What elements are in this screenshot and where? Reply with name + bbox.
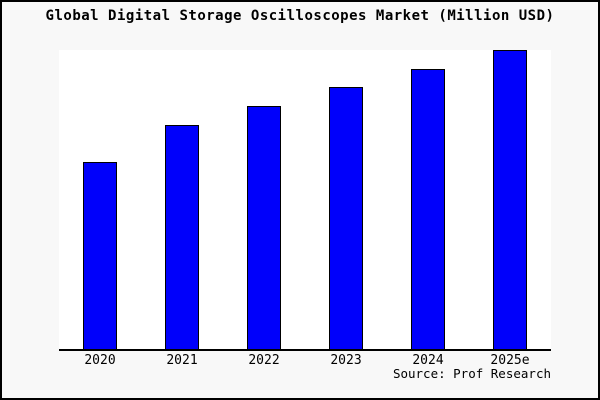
chart-title: Global Digital Storage Oscilloscopes Mar… bbox=[45, 8, 555, 24]
bar-2023 bbox=[329, 87, 363, 349]
x-tick-label: 2022 bbox=[248, 353, 280, 368]
source-credit: Source: Prof Research bbox=[392, 366, 551, 381]
bar-slot bbox=[141, 50, 223, 349]
bar-2022 bbox=[247, 105, 281, 349]
bar-2025e bbox=[493, 50, 527, 349]
bar-slot bbox=[223, 50, 305, 349]
bar-2020 bbox=[83, 162, 117, 349]
bar-slot bbox=[59, 50, 141, 349]
bar-2021 bbox=[165, 125, 199, 349]
x-tick-label: 2023 bbox=[330, 353, 362, 368]
bar-2024 bbox=[411, 68, 445, 349]
bar-slot bbox=[387, 50, 469, 349]
bar-slot bbox=[469, 50, 551, 349]
x-tick-label: 2024 bbox=[412, 353, 444, 368]
x-tick-label: 2021 bbox=[166, 353, 198, 368]
bar-slot bbox=[305, 50, 387, 349]
x-tick-label: 2020 bbox=[84, 353, 116, 368]
x-axis-labels: 2020 2021 2022 2023 2024 2025e bbox=[59, 353, 551, 368]
plot-area bbox=[59, 50, 551, 351]
x-tick-label: 2025e bbox=[490, 353, 530, 368]
